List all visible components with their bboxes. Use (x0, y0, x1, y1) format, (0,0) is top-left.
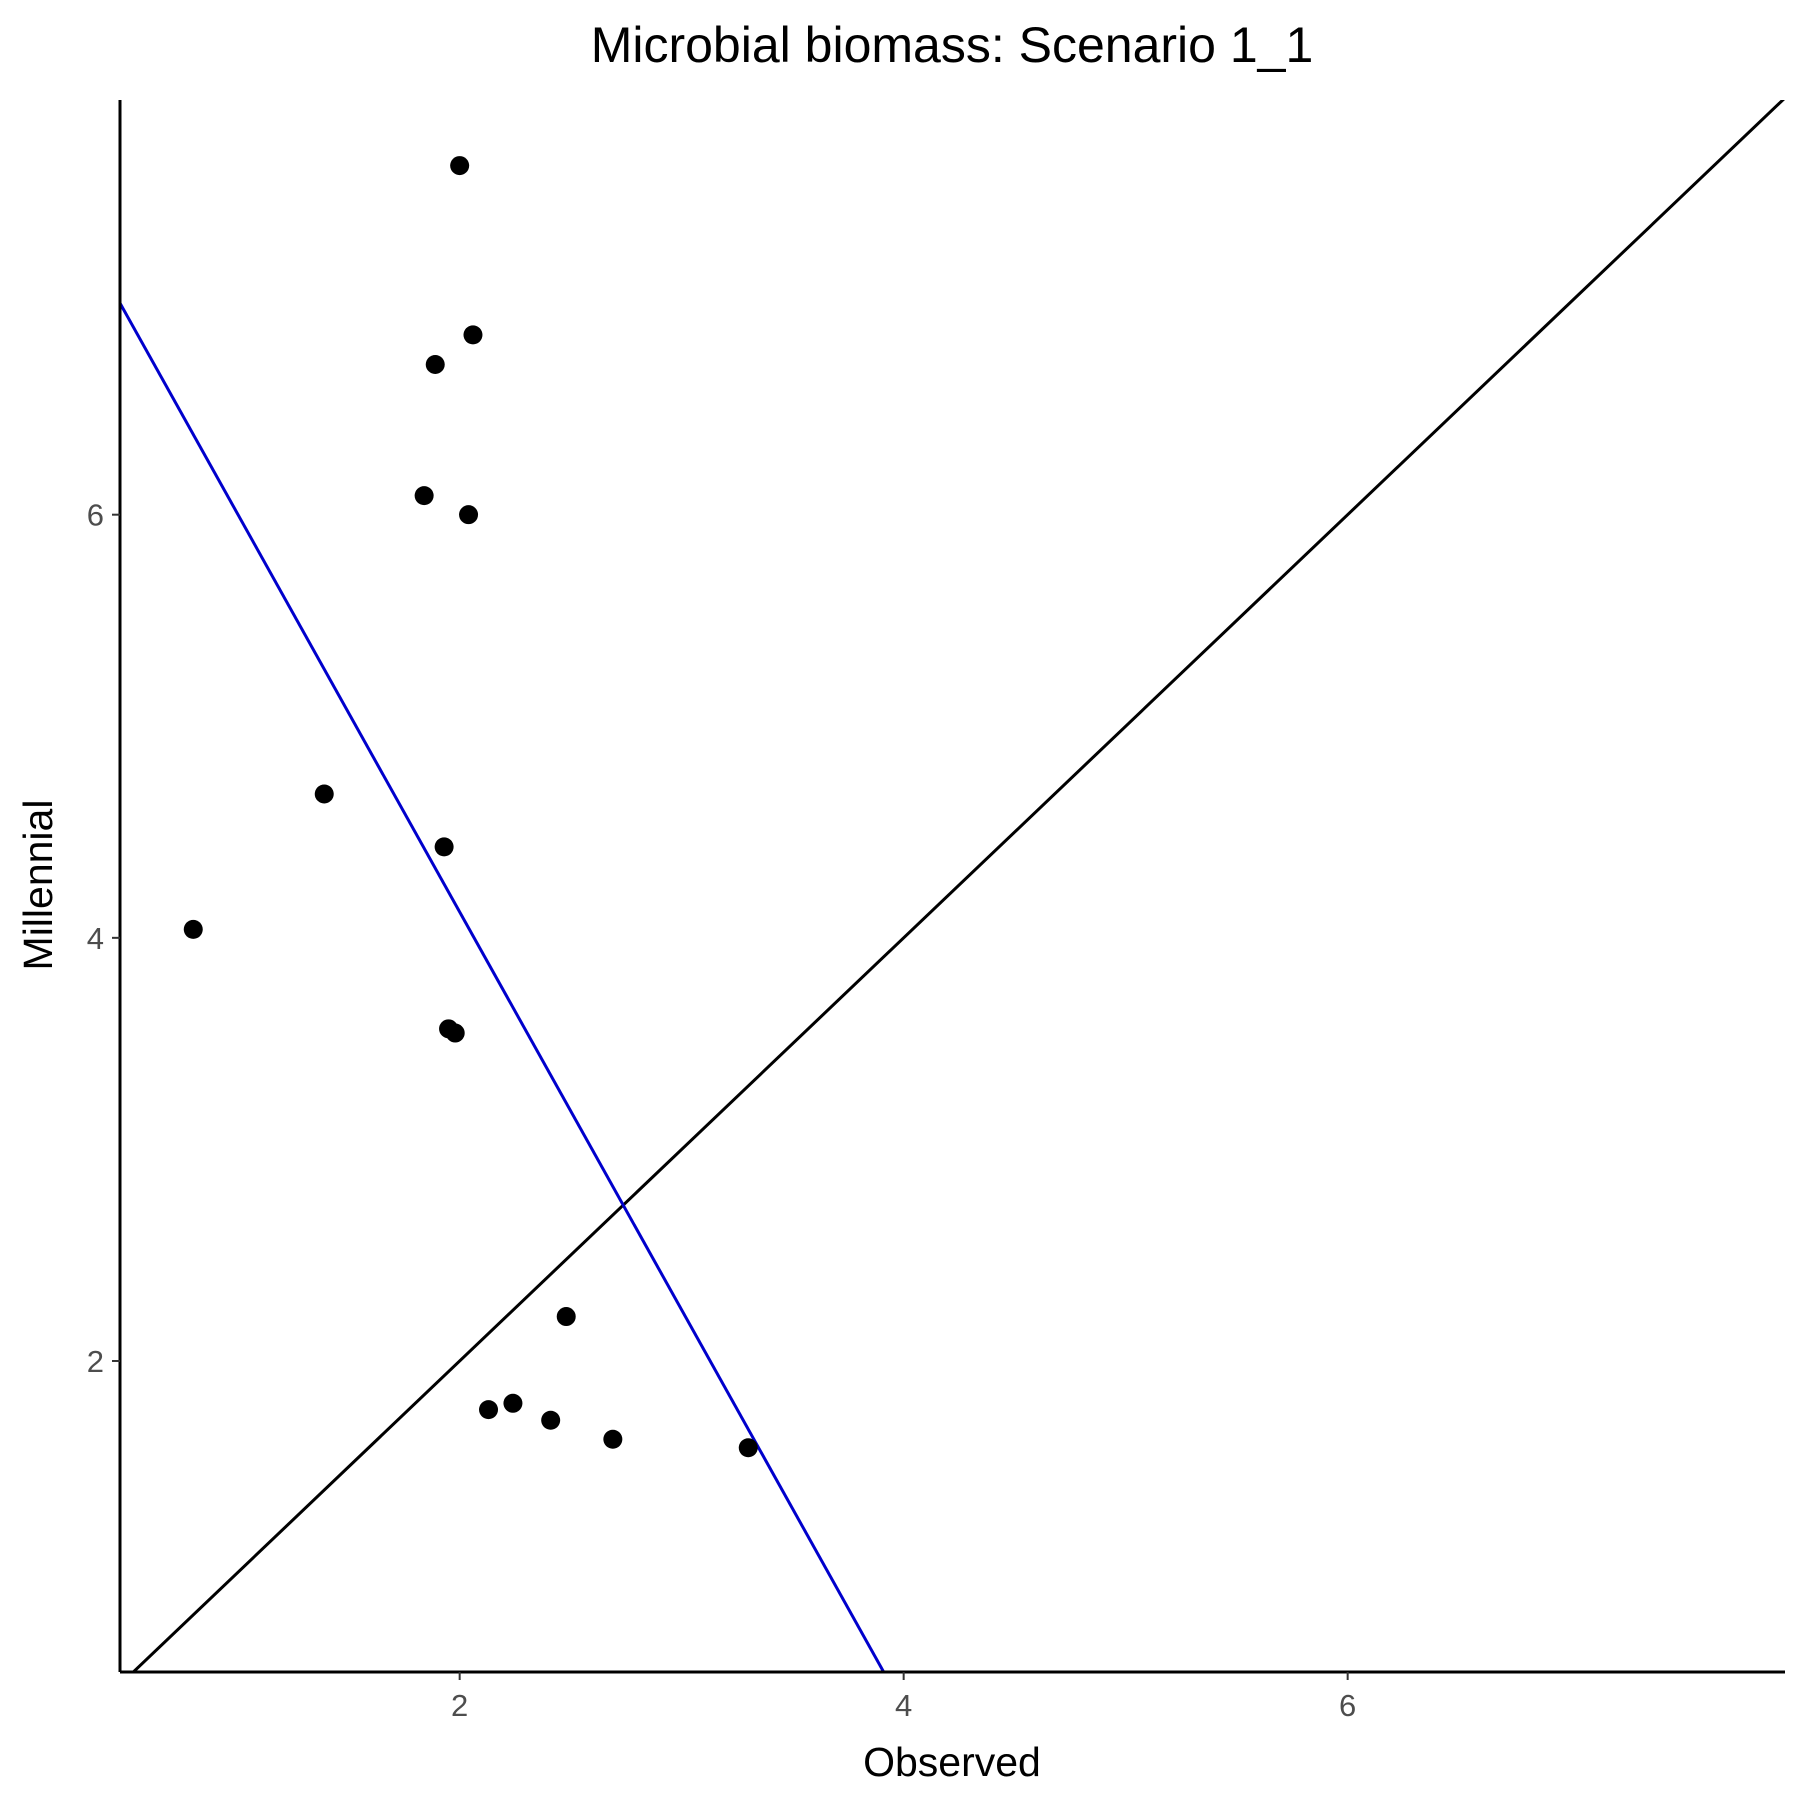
y-tick-label: 4 (87, 921, 104, 956)
identity-line (131, 100, 1785, 1672)
x-axis-title: Observed (863, 1739, 1041, 1785)
data-point (503, 1393, 523, 1413)
data-point (556, 1307, 576, 1327)
data-point (434, 837, 454, 857)
x-tick-label: 6 (1339, 1688, 1356, 1723)
data-point (541, 1410, 561, 1430)
data-point (738, 1438, 758, 1458)
plot-lines (120, 100, 1785, 1672)
x-tick-label: 4 (895, 1688, 912, 1723)
data-point (414, 486, 434, 506)
fit-line (120, 302, 885, 1672)
y-axis-title: Millennial (15, 800, 61, 971)
data-point (603, 1429, 623, 1449)
data-point (479, 1400, 499, 1420)
data-point (459, 505, 479, 525)
y-tick-label: 6 (87, 498, 104, 533)
data-point (183, 919, 203, 939)
y-axis: 2 4 6 (87, 100, 122, 1672)
data-point (425, 354, 445, 374)
data-point (445, 1023, 465, 1043)
data-point (314, 784, 334, 804)
y-tick-label: 2 (87, 1344, 104, 1379)
chart-title: Microbial biomass: Scenario 1_1 (591, 17, 1314, 73)
data-point (450, 156, 470, 176)
x-axis: 2 4 6 (120, 1670, 1785, 1723)
x-tick-label: 2 (451, 1688, 468, 1723)
data-points (183, 156, 758, 1458)
data-point (463, 325, 483, 345)
